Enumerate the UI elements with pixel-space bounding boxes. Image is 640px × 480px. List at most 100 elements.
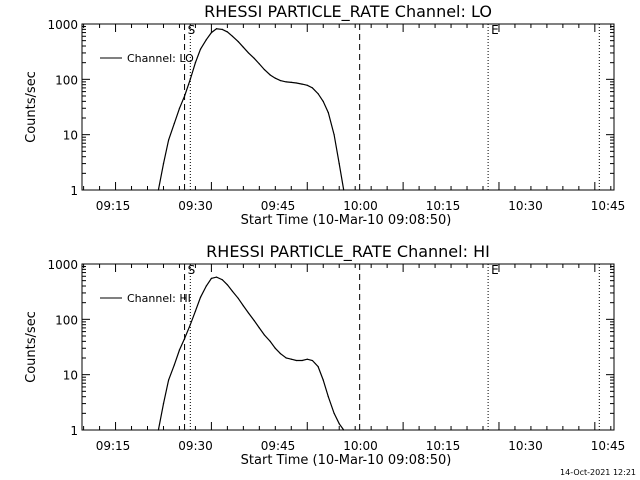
data-point [226, 284, 228, 286]
plot-frame [81, 263, 615, 431]
data-point [295, 82, 297, 84]
x-tick-label: 10:45 [591, 199, 626, 213]
data-point [258, 327, 260, 329]
data-point [263, 68, 266, 71]
x-tick-label: 09:30 [178, 439, 213, 453]
marker-label: S [188, 263, 196, 277]
data-point [237, 297, 239, 299]
chart-panel-1: RHESSI PARTICLE_RATE Channel: LO 1 10 100 10… [24, 2, 625, 228]
data-point [189, 78, 191, 80]
marker-label: E [491, 263, 499, 277]
timestamp: 14-Oct-2021 12:21 [560, 468, 636, 477]
data-point [247, 312, 250, 314]
data-point [221, 28, 223, 30]
x-tick-label: 09:15 [96, 199, 131, 213]
data-point [167, 379, 170, 381]
data-point [322, 100, 324, 102]
data-point [317, 93, 319, 95]
data-point [167, 139, 170, 141]
legend-label: Channel: LO [127, 52, 194, 65]
y-axis-label: Counts/sec [24, 311, 39, 383]
data-point [210, 277, 213, 279]
y-tick-label: 1 [70, 424, 78, 438]
data-point [317, 365, 319, 368]
data-point [311, 359, 313, 362]
marker-label: E [491, 23, 499, 37]
data-point [290, 81, 292, 84]
data-point [343, 429, 345, 431]
x-tick-label: 09:15 [96, 439, 131, 453]
data-point [199, 296, 202, 298]
data-point [173, 122, 175, 124]
series-line [157, 276, 345, 431]
chart-panel-2: RHESSI PARTICLE_RATE Channel: HI 1 10 100 10… [24, 242, 625, 468]
data-point [285, 357, 287, 359]
data-point [194, 310, 197, 312]
x-tick-label: 09:30 [178, 199, 213, 213]
data-point [194, 62, 197, 64]
data-point [258, 63, 260, 65]
data-point [247, 52, 250, 54]
plot-frame [81, 23, 615, 191]
data-point [253, 319, 255, 322]
data-point [338, 423, 340, 425]
data-point [306, 84, 308, 86]
y-tick-label: 10 [63, 369, 78, 383]
x-axis-label: Start Time (10-Mar-10 09:08:50) [241, 213, 452, 228]
x-axis-label: Start Time (10-Mar-10 09:08:50) [241, 453, 452, 468]
data-point [199, 48, 202, 50]
data-point [231, 290, 234, 292]
data-point [333, 412, 335, 414]
y-tick-label: 1 [70, 184, 78, 198]
y-axis-label: Counts/sec [24, 71, 39, 143]
data-point [226, 31, 228, 33]
data-point [253, 57, 255, 59]
y-tick-label: 10 [63, 129, 78, 143]
data-point [178, 349, 181, 351]
data-point [279, 79, 282, 82]
x-tick-label: 10:30 [508, 199, 543, 213]
data-point [183, 337, 186, 340]
data-point [173, 364, 175, 366]
data-point [231, 35, 234, 37]
data-point [215, 276, 218, 278]
data-point [327, 112, 329, 114]
chart-title: RHESSI PARTICLE_RATE Channel: HI [206, 242, 490, 262]
data-point [162, 162, 165, 165]
data-point [274, 347, 276, 349]
chart-title: RHESSI PARTICLE_RATE Channel: LO [204, 2, 492, 22]
data-point [333, 134, 335, 136]
series-line [157, 28, 345, 191]
data-point [183, 95, 186, 97]
y-tick-label: 100 [55, 73, 78, 87]
data-point [327, 396, 329, 398]
x-tick-label: 09:45 [261, 199, 296, 213]
data-point [295, 359, 297, 362]
data-point [221, 279, 223, 281]
x-tick-label: 10:45 [591, 439, 626, 453]
data-point [189, 324, 191, 326]
data-point [343, 189, 345, 191]
data-point [178, 107, 181, 109]
data-point [269, 74, 271, 76]
data-point [290, 358, 292, 360]
data-point [322, 379, 324, 381]
data-point [285, 81, 287, 83]
y-tick-label: 1000 [47, 18, 78, 32]
data-point [274, 77, 276, 79]
data-point [301, 83, 303, 85]
x-tick-label: 10:15 [426, 199, 461, 213]
y-tick-label: 1000 [47, 258, 78, 272]
data-point [279, 353, 282, 355]
data-point [242, 305, 244, 307]
legend-label: Channel: HI [127, 292, 191, 305]
data-point [205, 285, 207, 287]
data-point [205, 39, 207, 41]
data-point [157, 429, 159, 431]
data-point [215, 28, 218, 30]
data-point [311, 87, 313, 89]
data-point [242, 46, 244, 48]
data-point [162, 402, 165, 405]
